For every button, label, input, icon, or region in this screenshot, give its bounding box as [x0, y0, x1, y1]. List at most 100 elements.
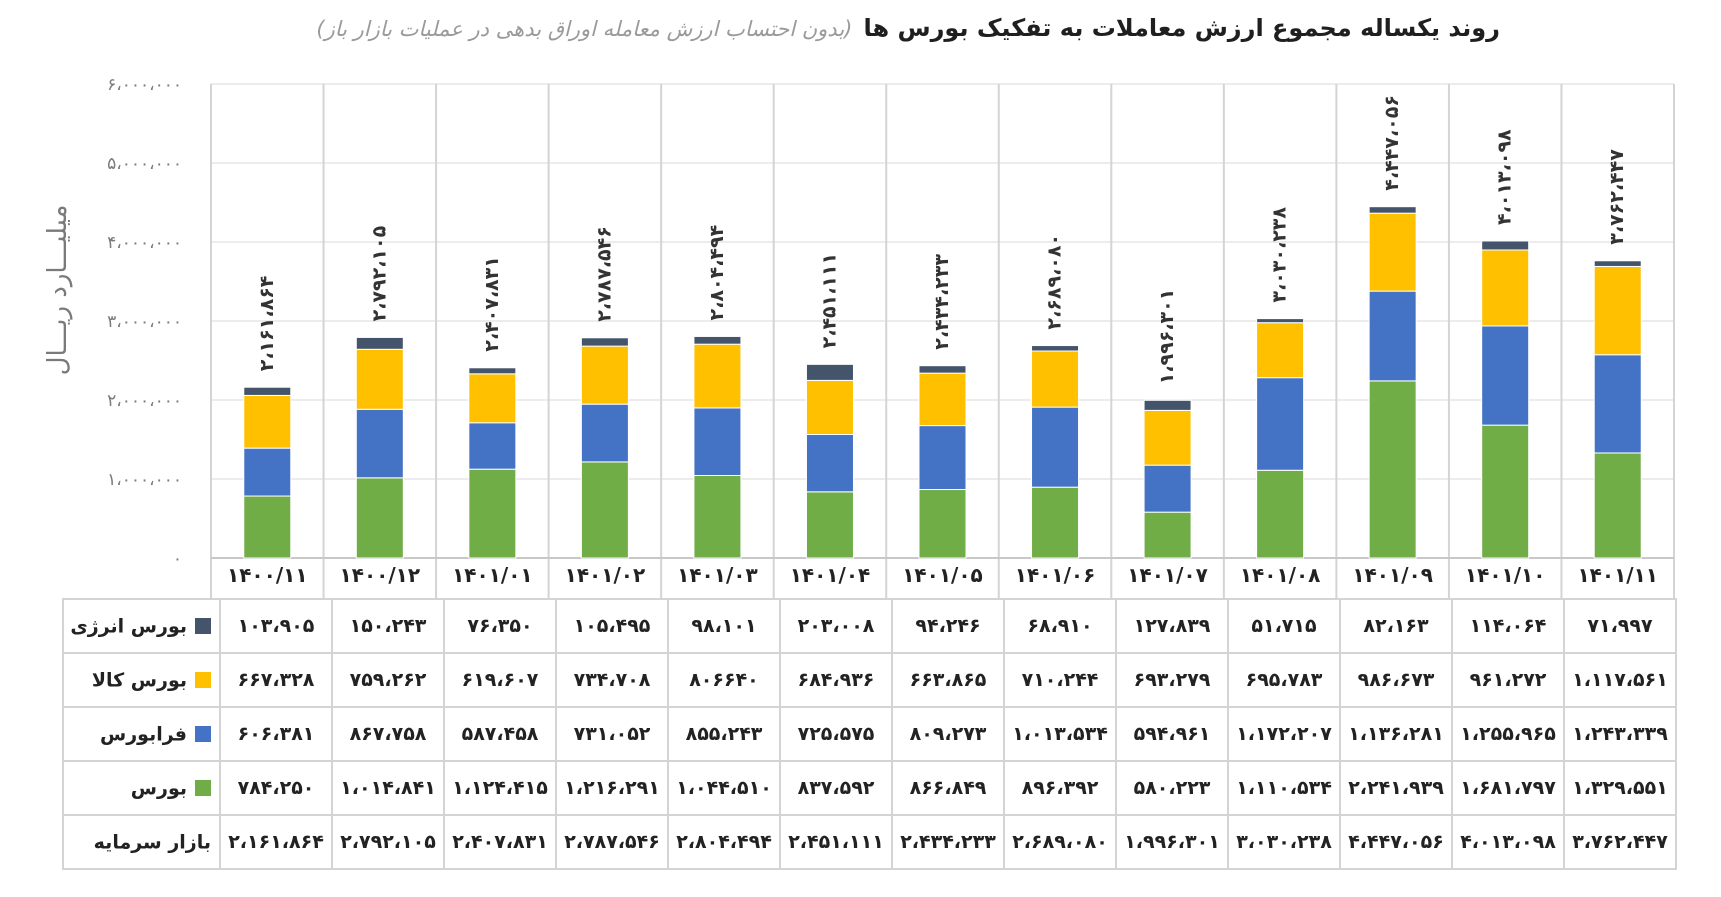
table-cell: ۷۲۵،۵۷۵: [779, 706, 893, 762]
bar-segment: [355, 336, 404, 350]
table-cell: ۱،۱۲۴،۴۱۵: [443, 760, 557, 816]
table-cell: ۱۰۳،۹۰۵: [219, 598, 333, 654]
table-cell: ۳،۷۶۲،۴۴۷: [1563, 814, 1677, 870]
y-tick-label: ۰: [173, 549, 182, 569]
y-tick-label: ۵،۰۰۰،۰۰۰: [107, 154, 182, 174]
x-tick-label: ۱۴۰۱/۰۱: [452, 563, 533, 587]
total-label: ۲،۶۸۹،۰۸۰: [1044, 234, 1066, 330]
table-cell: ۸۶۶،۸۴۹: [891, 760, 1005, 816]
table-cell: ۱،۶۸۱،۷۹۷: [1451, 760, 1565, 816]
x-tick-label: ۱۴۰۰/۱۲: [340, 563, 421, 587]
total-label: ۲،۱۶۱،۸۶۴: [256, 276, 278, 372]
total-label: ۳،۷۶۲،۴۴۷: [1606, 149, 1628, 245]
table-cell: ۶۰۶،۳۸۱: [219, 706, 333, 762]
total-label: ۲،۴۰۷،۸۳۱: [481, 256, 503, 352]
bar-segment: [1481, 240, 1530, 251]
table-cell: ۸۲،۱۶۳: [1339, 598, 1453, 654]
bar-segment: [693, 407, 742, 476]
bar-segment: [1593, 265, 1642, 356]
table-cell: ۷۳۴،۷۰۸: [555, 652, 669, 708]
x-tick-label: ۱۴۰۱/۰۶: [1015, 563, 1096, 587]
table-cell: ۶۸،۹۱۰: [1003, 598, 1117, 654]
bar-segment: [355, 408, 404, 479]
table-cell: ۹۶۱،۲۷۲: [1451, 652, 1565, 708]
bar-segment: [805, 434, 854, 493]
gridlines: [210, 83, 1675, 598]
bar-segment: [580, 345, 629, 405]
table-cell: ۹۴،۲۴۶: [891, 598, 1005, 654]
total-label: ۴،۰۱۳،۰۹۸: [1494, 129, 1516, 225]
table-cell: ۱،۲۴۳،۳۳۹: [1563, 706, 1677, 762]
bar-segment: [1593, 354, 1642, 454]
bar-segment: [805, 491, 854, 559]
bar-segment: [468, 468, 517, 559]
table-cell: ۱۲۷،۸۳۹: [1115, 598, 1229, 654]
total-label: ۲،۷۹۲،۱۰۵: [368, 225, 390, 321]
y-tick-label: ۳،۰۰۰،۰۰۰: [107, 312, 182, 332]
table-cell: ۷۶،۳۵۰: [443, 598, 557, 654]
bar-segment: [1368, 212, 1417, 292]
x-tick-label: ۱۴۰۱/۱۱: [1577, 563, 1658, 587]
legend-label: بورس: [130, 777, 187, 800]
bar-segment: [918, 365, 967, 374]
table-cell: ۵۸۰،۲۲۳: [1115, 760, 1229, 816]
table-cell: ۲،۸۰۴،۴۹۴: [667, 814, 781, 870]
legend-swatch: [195, 780, 211, 797]
bar-segment: [580, 403, 629, 463]
bar-segment: [1143, 511, 1192, 559]
table-row: بورس کالا ۶۶۷،۳۲۸ ۷۵۹،۲۶۲ ۶۱۹،۶۰۷ ۷۳۴،۷۰۸ ۸۰۶…: [62, 652, 1677, 708]
chart-title-main: روند یکساله مجموع ارزش معاملات به تفکیک …: [863, 14, 1500, 42]
bar-segment: [1256, 469, 1305, 559]
table-cell: ۸۹۶،۳۹۲: [1003, 760, 1117, 816]
legend-entry: بورس: [62, 760, 221, 816]
bar-segment: [918, 489, 967, 559]
table-cell: ۶۸۴،۹۳۶: [779, 652, 893, 708]
legend-swatch: [195, 672, 211, 689]
table-cell: ۸۰۹،۲۷۳: [891, 706, 1005, 762]
total-label: ۴،۴۴۷،۰۵۶: [1381, 95, 1403, 191]
bar-segment: [805, 363, 854, 381]
bar-segment: [355, 348, 404, 410]
bar-segment: [1481, 424, 1530, 559]
table-cell: ۱۵۰،۲۴۳: [331, 598, 445, 654]
y-tick-label: ۴،۰۰۰،۰۰۰: [107, 233, 182, 253]
legend-label: فرابورس: [100, 723, 187, 746]
table-cell: ۸۰۶۶۴۰: [667, 652, 781, 708]
bar-segment: [1593, 452, 1642, 559]
x-tick-label: ۱۴۰۱/۰۲: [565, 563, 646, 587]
table-cell: ۱۱۴،۰۶۴: [1451, 598, 1565, 654]
bar-segment: [1256, 322, 1305, 379]
table-cell: ۷۱،۹۹۷: [1563, 598, 1677, 654]
bar-segment: [1031, 406, 1080, 488]
chart-title: روند یکساله مجموع ارزش معاملات به تفکیک …: [0, 14, 1500, 42]
data-table: بورس انرژی ۱۰۳،۹۰۵ ۱۵۰،۲۴۳ ۷۶،۳۵۰ ۱۰۵،۴۹۵ ۹۸،…: [62, 598, 1677, 870]
total-label: ۲،۷۸۷،۵۴۶: [593, 226, 615, 322]
bar-segment: [1031, 486, 1080, 559]
table-cell: ۹۸۶،۶۷۳: [1339, 652, 1453, 708]
bar-segment: [468, 422, 517, 470]
table-cell: ۱،۱۱۰،۵۳۴: [1227, 760, 1341, 816]
bar-segment: [693, 335, 742, 345]
x-tick-label: ۱۴۰۱/۰۷: [1127, 563, 1208, 587]
y-axis-label: میلیـــارد ریـــال: [43, 205, 73, 376]
bar-segment: [1256, 318, 1305, 324]
bar-segment: [918, 425, 967, 491]
bar-segment: [1256, 377, 1305, 471]
y-tick-label: ۶،۰۰۰،۰۰۰: [107, 75, 182, 95]
table-cell: ۷۸۴،۲۵۰: [219, 760, 333, 816]
table-cell: ۷۵۹،۲۶۲: [331, 652, 445, 708]
total-label: ۱،۹۹۶،۳۰۱: [1156, 289, 1178, 385]
bar-segment: [580, 461, 629, 559]
bar-segment: [580, 337, 629, 347]
legend-swatch: [195, 726, 211, 743]
total-label: ۳،۰۳۰،۲۳۸: [1269, 207, 1291, 303]
bar-segment: [1368, 380, 1417, 559]
table-cell: ۲،۷۹۲،۱۰۵: [331, 814, 445, 870]
table-cell: ۵۹۴،۹۶۱: [1115, 706, 1229, 762]
table-cell: ۹۸،۱۰۱: [667, 598, 781, 654]
table-cell: ۱،۰۱۳،۵۳۴: [1003, 706, 1117, 762]
bar-segment: [805, 379, 854, 436]
table-cell: ۶۹۳،۲۷۹: [1115, 652, 1229, 708]
table-cell: ۲،۶۸۹،۰۸۰: [1003, 814, 1117, 870]
table-cell: ۶۶۷،۳۲۸: [219, 652, 333, 708]
